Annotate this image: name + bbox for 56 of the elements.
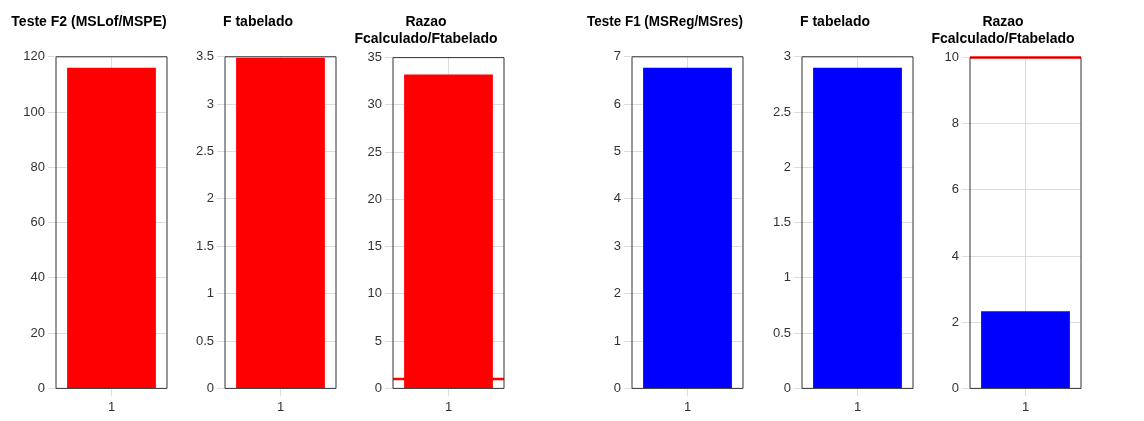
y-tick-label: 0 bbox=[206, 379, 214, 395]
y-tick-label: 7 bbox=[613, 48, 621, 64]
y-tick-label: 20 bbox=[367, 190, 382, 206]
y-tick-label: 100 bbox=[23, 103, 45, 119]
y-tick-label: 0 bbox=[37, 379, 45, 395]
y-tick-label: 1.5 bbox=[195, 237, 214, 253]
y-tick-label: 60 bbox=[30, 214, 45, 230]
x-tick-label: 1 bbox=[276, 398, 285, 414]
chart-title: Teste F1 (MSReg/MSres) bbox=[587, 14, 743, 30]
y-tick-label: 0 bbox=[613, 379, 621, 395]
y-tick-label: 30 bbox=[367, 96, 382, 112]
y-tick-label: 0.5 bbox=[772, 324, 791, 340]
y-tick-label: 0.5 bbox=[195, 332, 214, 348]
y-tick-label: 3.5 bbox=[195, 48, 214, 64]
y-tick-label: 0 bbox=[374, 379, 382, 395]
y-tick-label: 0 bbox=[783, 379, 791, 395]
y-tick-label: 5 bbox=[374, 332, 382, 348]
y-tick-label: 3 bbox=[783, 48, 791, 64]
x-tick-label: 1 bbox=[107, 398, 116, 414]
chart-title: Teste F2 (MSLof/MSPE) bbox=[11, 13, 167, 30]
y-tick-label: 2 bbox=[206, 190, 214, 206]
y-tick-label: 35 bbox=[367, 49, 382, 65]
y-tick-label: 10 bbox=[367, 285, 382, 301]
y-tick-label: 1 bbox=[206, 285, 214, 301]
chart-title: F tabelado bbox=[799, 13, 871, 30]
chart-title: F tabelado bbox=[222, 13, 294, 30]
x-tick-label: 1 bbox=[1021, 398, 1030, 414]
y-tick-label: 2.5 bbox=[772, 103, 791, 119]
y-tick-label: 2 bbox=[951, 313, 959, 329]
y-tick-label: 10 bbox=[944, 49, 959, 65]
y-tick-label: 1.5 bbox=[772, 214, 791, 230]
y-tick-label: 15 bbox=[367, 238, 382, 254]
x-tick-label: 1 bbox=[683, 398, 692, 414]
y-tick-label: 0 bbox=[951, 379, 959, 395]
y-tick-label: 1 bbox=[783, 269, 791, 285]
y-tick-label: 5 bbox=[613, 143, 621, 159]
chart-title: Razao Fcalculado/Ftabelado bbox=[354, 13, 498, 47]
x-tick-label: 1 bbox=[853, 398, 862, 414]
chart-title: Razao Fcalculado/Ftabelado bbox=[931, 13, 1075, 47]
y-tick-label: 120 bbox=[23, 48, 45, 64]
y-tick-label: 3 bbox=[613, 237, 621, 253]
y-tick-label: 20 bbox=[30, 324, 45, 340]
y-tick-label: 4 bbox=[951, 247, 959, 263]
y-tick-label: 3 bbox=[206, 95, 214, 111]
y-tick-label: 6 bbox=[613, 95, 621, 111]
y-tick-label: 80 bbox=[30, 158, 45, 174]
y-tick-label: 2 bbox=[613, 285, 621, 301]
y-tick-label: 1 bbox=[613, 332, 621, 348]
y-tick-label: 40 bbox=[30, 269, 45, 285]
x-tick-label: 1 bbox=[444, 398, 453, 414]
y-tick-label: 4 bbox=[613, 190, 621, 206]
y-tick-label: 8 bbox=[951, 115, 959, 131]
y-tick-label: 6 bbox=[951, 181, 959, 197]
y-tick-label: 2.5 bbox=[195, 143, 214, 159]
y-tick-label: 25 bbox=[367, 143, 382, 159]
y-tick-label: 2 bbox=[783, 158, 791, 174]
